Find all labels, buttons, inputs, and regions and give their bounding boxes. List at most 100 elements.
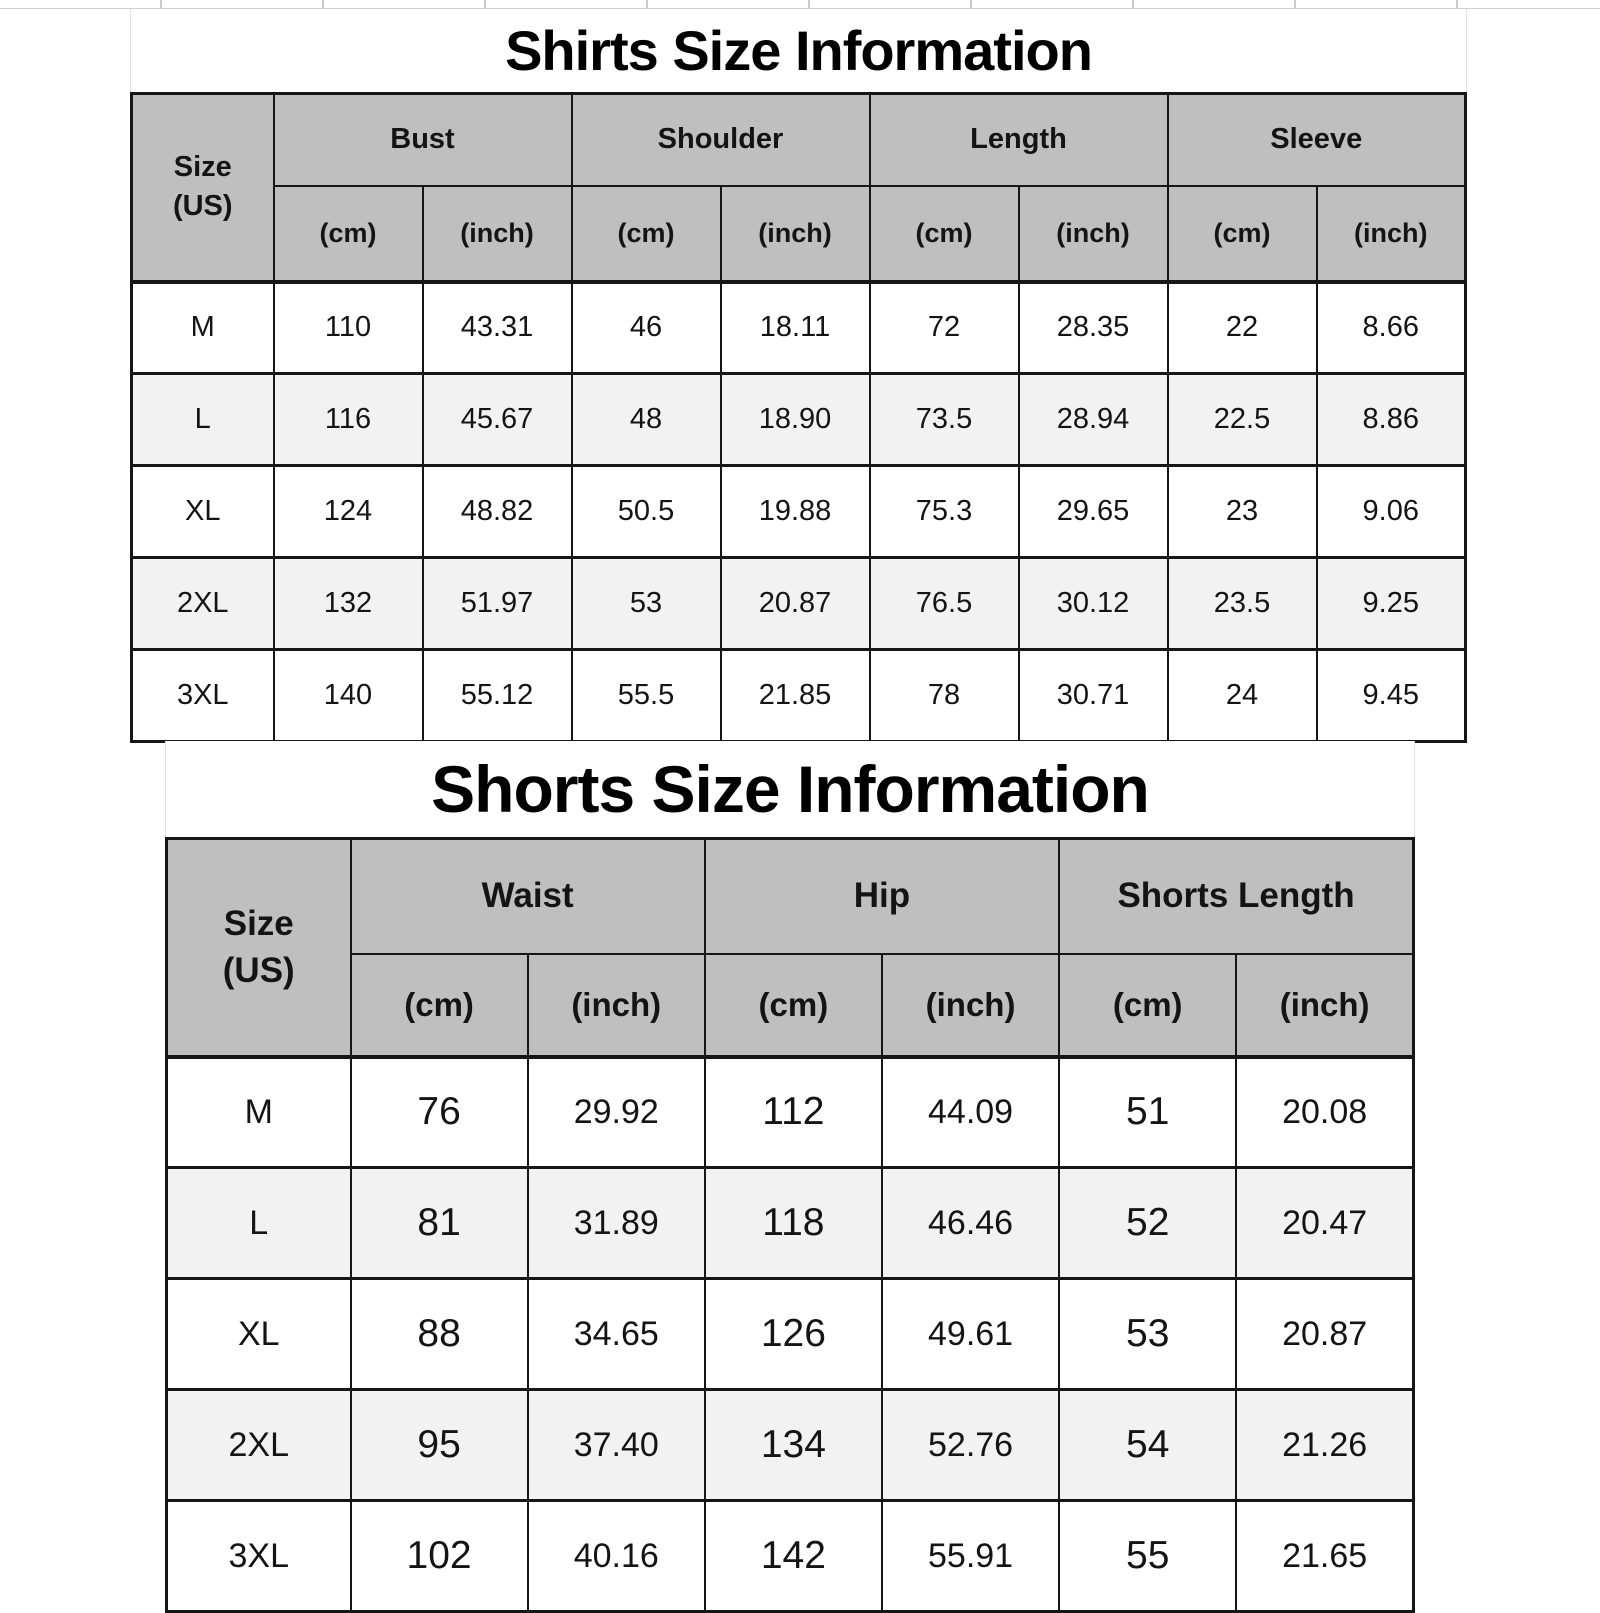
shirts-section-title: Shirts Size Information [505, 19, 1093, 82]
value-cell: 53 [570, 556, 722, 651]
shorts-section-title: Shorts Size Information [431, 752, 1150, 826]
value-cell: 118 [703, 1166, 883, 1280]
size-header-unit: (US) [222, 951, 295, 991]
value-cell: 21.26 [1235, 1388, 1415, 1502]
table-row: M 76 29.92 112 44.09 51 20.08 [165, 1055, 1415, 1169]
table-row: 3XL 102 40.16 142 55.91 55 21.65 [165, 1499, 1415, 1613]
value-cell: 46 [570, 280, 722, 375]
value-cell: 140 [272, 648, 424, 743]
value-cell: 23.5 [1166, 556, 1318, 651]
value-cell: 78 [868, 648, 1020, 743]
value-cell: 18.90 [719, 372, 871, 467]
unit-cm-cell: (cm) [1058, 952, 1238, 1059]
value-cell: 20.87 [1235, 1277, 1415, 1391]
value-cell: 28.35 [1017, 280, 1169, 375]
waist-header-cell: Waist [349, 837, 706, 955]
value-cell: 49.61 [880, 1277, 1061, 1391]
unit-inch-cell: (inch) [1235, 952, 1415, 1059]
shorts-size-section: Shorts Size Information Size (US) Waist … [165, 741, 1415, 1613]
shorts-length-header-cell: Shorts Length [1058, 837, 1415, 955]
header-unit-row: (cm) (inch) (cm) (inch) (cm) (inch) (cm)… [132, 184, 1467, 284]
unit-inch-cell: (inch) [421, 184, 573, 284]
unit-cm-cell: (cm) [1166, 184, 1318, 284]
value-cell: 9.45 [1315, 648, 1467, 743]
value-cell: 20.47 [1235, 1166, 1415, 1280]
value-cell: 48 [570, 372, 722, 467]
value-cell: 110 [272, 280, 424, 375]
value-cell: 75.3 [868, 464, 1020, 559]
value-cell: 34.65 [526, 1277, 706, 1391]
header-group-row: Size (US) Waist Hip Shorts Length [165, 837, 1415, 1059]
value-cell: 72 [868, 280, 1020, 375]
value-cell: 28.94 [1017, 372, 1169, 467]
value-cell: 8.66 [1315, 280, 1467, 375]
unit-cm-cell: (cm) [868, 184, 1020, 284]
value-cell: 23 [1166, 464, 1318, 559]
value-cell: 22.5 [1166, 372, 1318, 467]
value-cell: 52.76 [880, 1388, 1061, 1502]
value-cell: 40.16 [526, 1499, 706, 1613]
unit-inch-cell: (inch) [1017, 184, 1169, 284]
value-cell: 81 [349, 1166, 529, 1280]
size-cell: 3XL [130, 648, 275, 743]
size-cell: 2XL [165, 1388, 352, 1502]
shirts-table-body: M 110 43.31 46 18.11 72 28.35 22 8.66 L 116 45.67 48… [130, 280, 1467, 743]
value-cell: 116 [272, 372, 424, 467]
value-cell: 51 [1058, 1055, 1238, 1169]
cropped-grid-row-remnant [0, 0, 1600, 9]
bust-header-cell: Bust [272, 92, 573, 187]
size-header-label: Size [223, 904, 294, 943]
value-cell: 21.85 [719, 648, 871, 743]
value-cell: 95 [349, 1388, 529, 1502]
size-us-header-cell: Size (US) [165, 837, 352, 1059]
table-row: L 116 45.67 48 18.90 73.5 28.94 22.5 8.86 [130, 372, 1467, 467]
shirts-size-section: Shirts Size Information Size (US) Bust S… [130, 9, 1467, 743]
table-row: 2XL 95 37.40 134 52.76 54 21.26 [165, 1388, 1415, 1502]
value-cell: 18.11 [719, 280, 871, 375]
value-cell: 9.06 [1315, 464, 1467, 559]
size-cell: L [165, 1166, 352, 1280]
value-cell: 30.71 [1017, 648, 1169, 743]
value-cell: 9.25 [1315, 556, 1467, 651]
shoulder-header-cell: Shoulder [570, 92, 871, 187]
unit-inch-cell: (inch) [719, 184, 871, 284]
value-cell: 55.5 [570, 648, 722, 743]
sleeve-header-cell: Sleeve [1166, 92, 1467, 187]
shirts-table-header: Size (US) Bust Shoulder Length Sleeve (c… [130, 92, 1467, 284]
table-row: 2XL 132 51.97 53 20.87 76.5 30.12 23.5 9.25 [130, 556, 1467, 651]
table-row: L 81 31.89 118 46.46 52 20.47 [165, 1166, 1415, 1280]
unit-inch-cell: (inch) [1315, 184, 1467, 284]
value-cell: 54 [1058, 1388, 1238, 1502]
size-cell: XL [165, 1277, 352, 1391]
value-cell: 142 [703, 1499, 883, 1613]
value-cell: 88 [349, 1277, 529, 1391]
size-header-unit: (US) [172, 190, 233, 223]
value-cell: 76 [349, 1055, 529, 1169]
value-cell: 52 [1058, 1166, 1238, 1280]
value-cell: 19.88 [719, 464, 871, 559]
value-cell: 132 [272, 556, 424, 651]
unit-cm-cell: (cm) [272, 184, 424, 284]
value-cell: 29.65 [1017, 464, 1169, 559]
shorts-table-header: Size (US) Waist Hip Shorts Length (cm) (… [165, 837, 1415, 1059]
unit-cm-cell: (cm) [570, 184, 722, 284]
value-cell: 22 [1166, 280, 1318, 375]
value-cell: 31.89 [526, 1166, 706, 1280]
value-cell: 45.67 [421, 372, 573, 467]
value-cell: 21.65 [1235, 1499, 1415, 1613]
shirts-size-table: Size (US) Bust Shoulder Length Sleeve (c… [130, 92, 1467, 743]
value-cell: 55.91 [880, 1499, 1061, 1613]
size-cell: L [130, 372, 275, 467]
table-row: M 110 43.31 46 18.11 72 28.35 22 8.66 [130, 280, 1467, 375]
header-unit-row: (cm) (inch) (cm) (inch) (cm) (inch) [167, 952, 1415, 1059]
unit-cm-cell: (cm) [703, 952, 883, 1059]
table-row: 3XL 140 55.12 55.5 21.85 78 30.71 24 9.45 [130, 648, 1467, 743]
value-cell: 126 [703, 1277, 883, 1391]
value-cell: 37.40 [526, 1388, 706, 1502]
value-cell: 55.12 [421, 648, 573, 743]
table-row: XL 124 48.82 50.5 19.88 75.3 29.65 23 9.06 [130, 464, 1467, 559]
value-cell: 76.5 [868, 556, 1020, 651]
size-us-header-cell: Size (US) [130, 92, 275, 284]
value-cell: 8.86 [1315, 372, 1467, 467]
shirts-title-band: Shirts Size Information [130, 9, 1467, 92]
